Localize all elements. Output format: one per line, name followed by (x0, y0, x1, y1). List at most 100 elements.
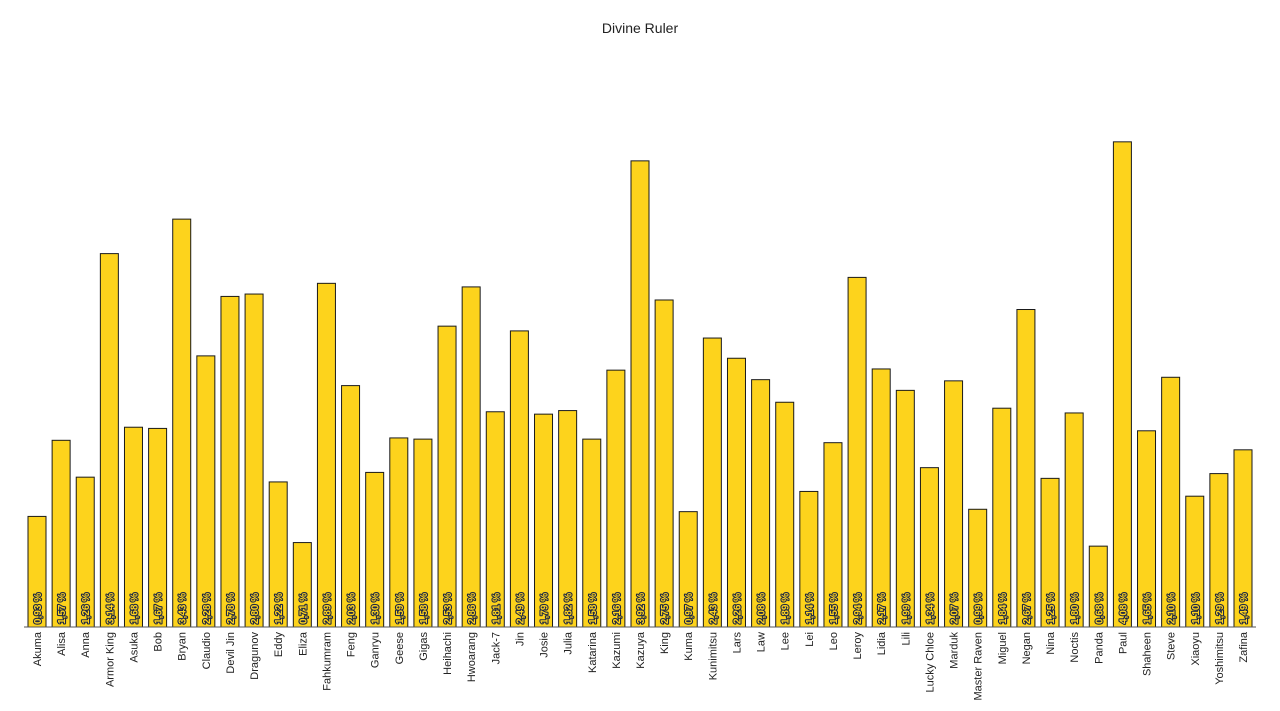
value-label-miguel: 1,84 % (998, 593, 1009, 624)
category-label-bob: Bob (153, 632, 165, 652)
category-label-geese: Geese (394, 632, 406, 664)
bar-lars (726, 357, 746, 628)
value-label-nina: 1,25 % (1046, 593, 1057, 624)
value-label-lars: 2,26 % (732, 593, 743, 624)
value-label-eddy: 1,22 % (274, 593, 285, 624)
bar-dragunov (244, 293, 264, 628)
category-label-jack-7: Jack-7 (490, 632, 502, 664)
value-label-master-raven: 0,99 % (974, 593, 985, 624)
value-label-hwoarang: 2,86 % (467, 593, 478, 624)
category-label-gigas: Gigas (418, 632, 430, 661)
value-label-claudio: 2,28 % (202, 593, 213, 624)
value-label-jin: 2,49 % (515, 593, 526, 624)
value-label-armor-king: 3,14 % (105, 593, 116, 624)
value-label-ganryu: 1,30 % (371, 593, 382, 624)
category-label-law: Law (756, 632, 768, 652)
category-label-nina: Nina (1045, 631, 1057, 655)
chart-title: Divine Ruler (601, 20, 679, 36)
value-label-lei: 1,14 % (805, 593, 816, 624)
category-label-akuma: Akuma (32, 631, 44, 666)
category-label-zafina: Zafina (1238, 631, 1250, 662)
category-label-lee: Lee (780, 632, 792, 650)
category-label-eliza: Eliza (297, 631, 309, 656)
category-label-fahkumram: Fahkumram (321, 632, 333, 691)
category-label-claudio: Claudio (201, 632, 213, 669)
category-label-kazuya: Kazuya (635, 631, 647, 669)
value-labels-layer: 0,93 % 1,57 % 1,26 % 3,14 % 1,68 % 1,67 % 3,43… (32, 592, 1251, 625)
value-label-anna: 1,26 % (81, 593, 92, 624)
category-label-lars: Lars (731, 632, 743, 654)
bar-fahkumram (316, 282, 336, 628)
value-label-negan: 2,67 % (1022, 593, 1033, 624)
bar-devil-jin (220, 295, 240, 628)
category-label-hwoarang: Hwoarang (466, 632, 478, 682)
bar-lidia (871, 368, 891, 628)
category-label-leroy: Leroy (852, 632, 864, 660)
value-label-gigas: 1,58 % (419, 593, 430, 624)
value-label-lili: 1,99 % (901, 593, 912, 624)
value-label-fahkumram: 2,89 % (322, 593, 333, 624)
bar-lili (895, 389, 915, 628)
category-label-lidia: Lidia (876, 631, 888, 655)
category-label-devil-jin: Devil Jin (225, 632, 237, 674)
value-label-xiaoyu: 1,10 % (1191, 593, 1202, 624)
category-label-feng: Feng (346, 632, 358, 657)
value-label-alisa: 1,57 % (57, 593, 68, 624)
category-label-panda: Panda (1093, 631, 1105, 664)
value-label-geese: 1,59 % (395, 593, 406, 624)
bar-armor-king (99, 253, 119, 628)
category-label-lei: Lei (804, 632, 816, 647)
category-label-lucky-chloe: Lucky Chloe (924, 632, 936, 693)
category-label-heihachi: Heihachi (442, 632, 454, 675)
value-label-heihachi: 2,53 % (443, 593, 454, 624)
category-label-noctis: Noctis (1069, 632, 1081, 663)
value-label-zafina: 1,49 % (1239, 593, 1250, 624)
category-label-julia: Julia (563, 631, 575, 655)
category-label-yoshimitsu: Yoshimitsu (1214, 632, 1226, 685)
value-label-devil-jin: 2,78 % (226, 593, 237, 624)
value-label-king: 2,75 % (660, 593, 671, 624)
bar-marduk (944, 380, 964, 628)
category-label-steve: Steve (1166, 632, 1178, 660)
category-label-armor-king: Armor King (104, 632, 116, 687)
category-label-king: King (659, 632, 671, 654)
category-labels-layer: Akuma Alisa Anna Armor King Asuka Bob Bryan Cla… (32, 631, 1250, 700)
value-label-noctis: 1,80 % (1070, 593, 1081, 624)
category-label-dragunov: Dragunov (249, 632, 261, 680)
bar-jin (509, 330, 529, 628)
category-label-anna: Anna (80, 631, 92, 658)
bar-leroy (847, 276, 867, 628)
bar-kazuya (630, 160, 650, 628)
value-label-jack-7: 1,81 % (491, 593, 502, 624)
value-label-kazumi: 2,16 % (612, 593, 623, 624)
bar-kazumi (606, 369, 626, 628)
value-label-akuma: 0,93 % (33, 593, 44, 624)
category-label-asuka: Asuka (128, 631, 140, 662)
value-label-bob: 1,67 % (154, 593, 165, 624)
category-label-master-raven: Master Raven (973, 632, 985, 700)
category-label-kuma: Kuma (683, 631, 695, 661)
value-label-marduk: 2,07 % (950, 593, 961, 624)
value-label-asuka: 1,68 % (129, 593, 140, 624)
value-label-feng: 2,03 % (347, 593, 358, 624)
bar-steve (1161, 376, 1181, 628)
value-label-julia: 1,82 % (564, 593, 575, 624)
category-label-ganryu: Ganryu (370, 632, 382, 668)
category-label-josie: Josie (539, 632, 551, 658)
bar-negan (1016, 309, 1036, 628)
value-label-steve: 2,10 % (1167, 593, 1178, 624)
bar-feng (341, 385, 361, 628)
category-label-paul: Paul (1117, 632, 1129, 654)
category-label-alisa: Alisa (56, 631, 68, 656)
bar-heihachi (437, 325, 457, 628)
category-label-bryan: Bryan (177, 632, 189, 661)
value-label-eliza: 0,71 % (298, 593, 309, 624)
value-label-lee: 1,89 % (781, 593, 792, 624)
value-label-shaheen: 1,65 % (1143, 593, 1154, 624)
value-label-lucky-chloe: 1,34 % (925, 593, 936, 624)
category-label-shaheen: Shaheen (1142, 632, 1154, 676)
category-label-katarina: Katarina (587, 631, 599, 673)
value-label-josie: 1,79 % (540, 593, 551, 624)
bar-king (654, 299, 674, 628)
category-label-jin: Jin (514, 632, 526, 646)
